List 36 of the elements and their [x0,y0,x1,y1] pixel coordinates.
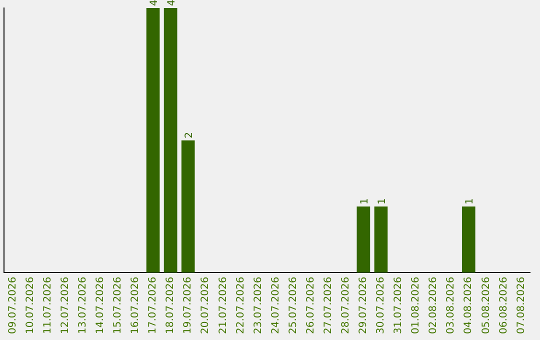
x-tick-label: 02.08.2026 [428,276,440,334]
x-tick-label: 24.07.2026 [270,276,282,334]
x-tick-label: 16.07.2026 [130,276,142,334]
x-tick-label: 21.07.2026 [218,276,229,334]
x-tick-label: 22.07.2026 [235,276,246,334]
data-label: 1 [464,198,476,205]
x-tick-label: 19.07.2026 [182,276,194,334]
x-tick-label: 12.07.2026 [60,276,71,334]
x-tick-label: 13.07.2026 [77,276,88,334]
x-tick-label: 07.08.2026 [516,276,527,334]
data-label: 4 [166,0,178,6]
x-tick-label: 18.07.2026 [165,276,176,334]
x-tick-label: 27.07.2026 [322,276,334,334]
x-tick-label: 03.08.2026 [446,276,457,334]
x-tick-label: 11.07.2026 [42,276,54,334]
x-tick-label: 14.07.2026 [95,276,106,334]
x-tick-label: 17.07.2026 [148,276,159,334]
x-tick-label: 09.07.2026 [7,276,18,334]
x-tick-label: 31.07.2026 [393,276,404,334]
data-label: 4 [149,0,160,6]
x-tick-label: 04.08.2026 [463,276,474,334]
x-tick-label: 15.07.2026 [112,276,124,334]
x-tick-label: 28.07.2026 [340,276,352,334]
x-tick-label: 10.07.2026 [24,276,36,334]
x-tick-label: 30.07.2026 [376,276,387,334]
x-tick-label: 29.07.2026 [358,276,370,334]
x-tick-label: 06.08.2026 [498,276,510,334]
x-tick-label: 20.07.2026 [200,276,212,334]
x-tick-label: 23.07.2026 [252,276,264,334]
data-label: 1 [376,198,388,205]
x-tick-label: 25.07.2026 [288,276,299,334]
x-tick-label: 05.08.2026 [480,276,492,334]
x-tick-label: 26.07.2026 [305,276,316,334]
data-label: 1 [359,198,370,205]
data-label: 2 [184,132,196,138]
x-tick-label: 01.08.2026 [410,276,422,334]
